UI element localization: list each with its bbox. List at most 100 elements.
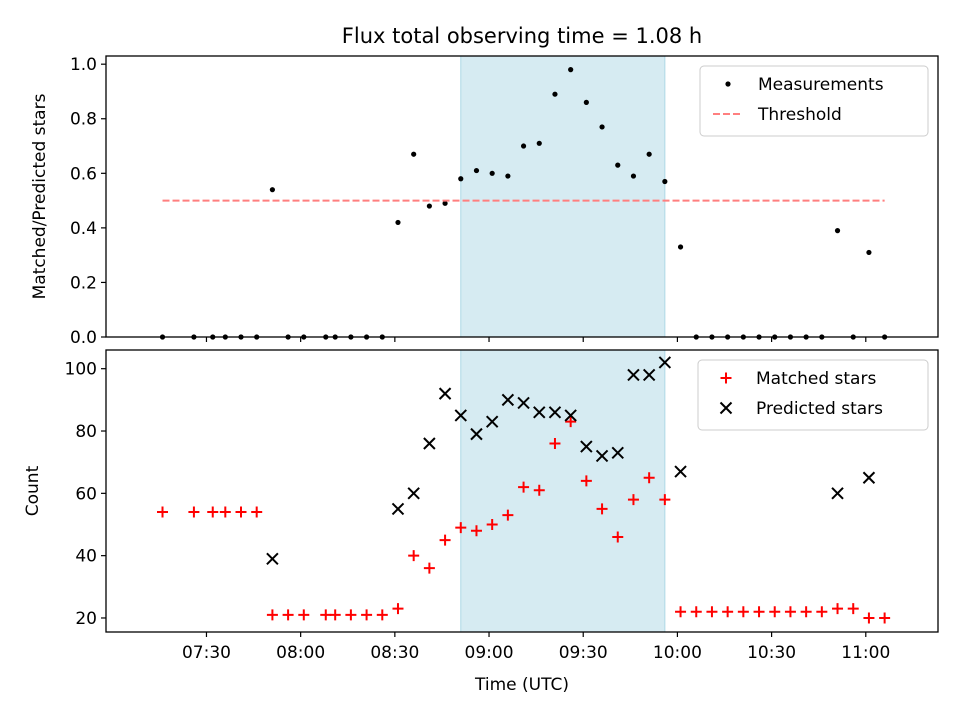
data-point xyxy=(251,506,263,518)
data-point xyxy=(642,368,656,382)
data-point xyxy=(485,415,499,428)
bottom-panel: 20 40 60 80 100 07:30 08:00 08:30 09:00 09:30 10:0… xyxy=(23,349,939,663)
x-tick-label: 11:00 xyxy=(841,643,890,663)
data-point xyxy=(800,606,812,618)
data-point xyxy=(282,609,294,621)
legend-box xyxy=(699,65,929,137)
data-point xyxy=(458,176,464,182)
data-point xyxy=(863,612,875,624)
data-point xyxy=(659,494,671,506)
data-point xyxy=(407,487,420,500)
data-point xyxy=(753,606,765,618)
legend-label: Threshold xyxy=(757,105,842,125)
legend-marker xyxy=(719,401,733,415)
legend-label: Matched stars xyxy=(756,369,876,389)
y-tick-label: 0.8 xyxy=(70,110,97,130)
x-tick-label: 08:00 xyxy=(276,643,325,663)
y-axis-label: Count xyxy=(23,465,43,516)
y-tick-label: 0.6 xyxy=(70,164,97,184)
data-point xyxy=(675,606,687,618)
data-point xyxy=(345,609,357,621)
data-point xyxy=(862,471,876,484)
data-point xyxy=(486,518,498,530)
shaded-interval xyxy=(460,55,666,338)
x-tick-label: 08:30 xyxy=(370,643,419,663)
data-point xyxy=(611,446,624,460)
data-point xyxy=(643,472,655,484)
data-point xyxy=(219,506,231,518)
data-point xyxy=(630,173,637,179)
data-point xyxy=(674,465,687,478)
data-point xyxy=(392,603,404,615)
y-tick-label: 20 xyxy=(75,609,97,629)
legend-box xyxy=(697,359,929,431)
data-point xyxy=(442,200,448,206)
data-point xyxy=(376,609,388,621)
data-point xyxy=(737,606,749,618)
data-point xyxy=(568,67,574,73)
data-point xyxy=(473,167,480,174)
data-point xyxy=(552,91,558,97)
legend-marker xyxy=(720,372,732,384)
data-point xyxy=(188,506,200,518)
chart-title: Flux total observing time = 1.08 h xyxy=(342,24,702,48)
data-point xyxy=(502,509,514,521)
data-point xyxy=(438,387,452,400)
legend: Matched stars Predicted stars xyxy=(697,359,929,431)
data-point xyxy=(627,494,639,506)
data-point xyxy=(565,416,577,428)
data-point xyxy=(596,503,608,515)
data-point xyxy=(423,437,436,450)
data-point xyxy=(677,244,684,250)
y-tick-label: 0.2 xyxy=(70,273,97,293)
data-point xyxy=(454,409,467,422)
data-point xyxy=(847,603,859,615)
data-point xyxy=(266,552,279,565)
data-point xyxy=(470,525,482,537)
data-point xyxy=(595,449,609,463)
data-point xyxy=(455,522,467,534)
y-tick-label: 40 xyxy=(75,547,97,567)
data-point xyxy=(320,609,332,621)
data-point xyxy=(391,502,405,516)
data-point xyxy=(722,606,734,618)
data-point xyxy=(423,562,435,574)
series-matched-stars xyxy=(157,416,891,624)
x-tick-label: 09:30 xyxy=(559,643,608,663)
data-point xyxy=(690,606,702,618)
y-tick-label: 0.0 xyxy=(70,328,97,348)
y-tick-label: 0.4 xyxy=(70,219,97,239)
legend-marker xyxy=(725,81,731,87)
data-point xyxy=(470,427,483,441)
data-point xyxy=(580,440,593,453)
top-panel: 0.0 0.2 0.4 0.6 0.8 1.0 Matched/Predicted star… xyxy=(30,55,939,348)
data-point xyxy=(395,219,401,226)
data-point xyxy=(769,606,781,618)
data-point xyxy=(784,606,796,618)
data-point xyxy=(646,151,652,157)
shaded-interval xyxy=(460,349,666,633)
data-point xyxy=(612,531,624,543)
x-tick-label: 10:00 xyxy=(653,643,702,663)
data-point xyxy=(816,606,828,618)
data-point xyxy=(361,609,373,621)
data-point xyxy=(564,409,577,422)
data-point xyxy=(658,356,672,369)
data-point xyxy=(879,612,891,624)
axes-frame xyxy=(105,349,939,633)
data-point xyxy=(157,506,169,518)
data-point xyxy=(834,228,841,234)
data-point xyxy=(536,140,542,146)
data-point xyxy=(706,606,718,618)
data-point xyxy=(489,170,495,176)
data-point xyxy=(533,484,545,496)
series-predicted-stars xyxy=(266,356,876,565)
data-point xyxy=(501,393,515,407)
y-tick-label: 1.0 xyxy=(70,55,97,75)
data-point xyxy=(548,406,562,419)
data-point xyxy=(207,506,219,518)
data-point xyxy=(298,609,310,621)
data-point xyxy=(580,475,592,487)
data-point xyxy=(599,124,605,130)
